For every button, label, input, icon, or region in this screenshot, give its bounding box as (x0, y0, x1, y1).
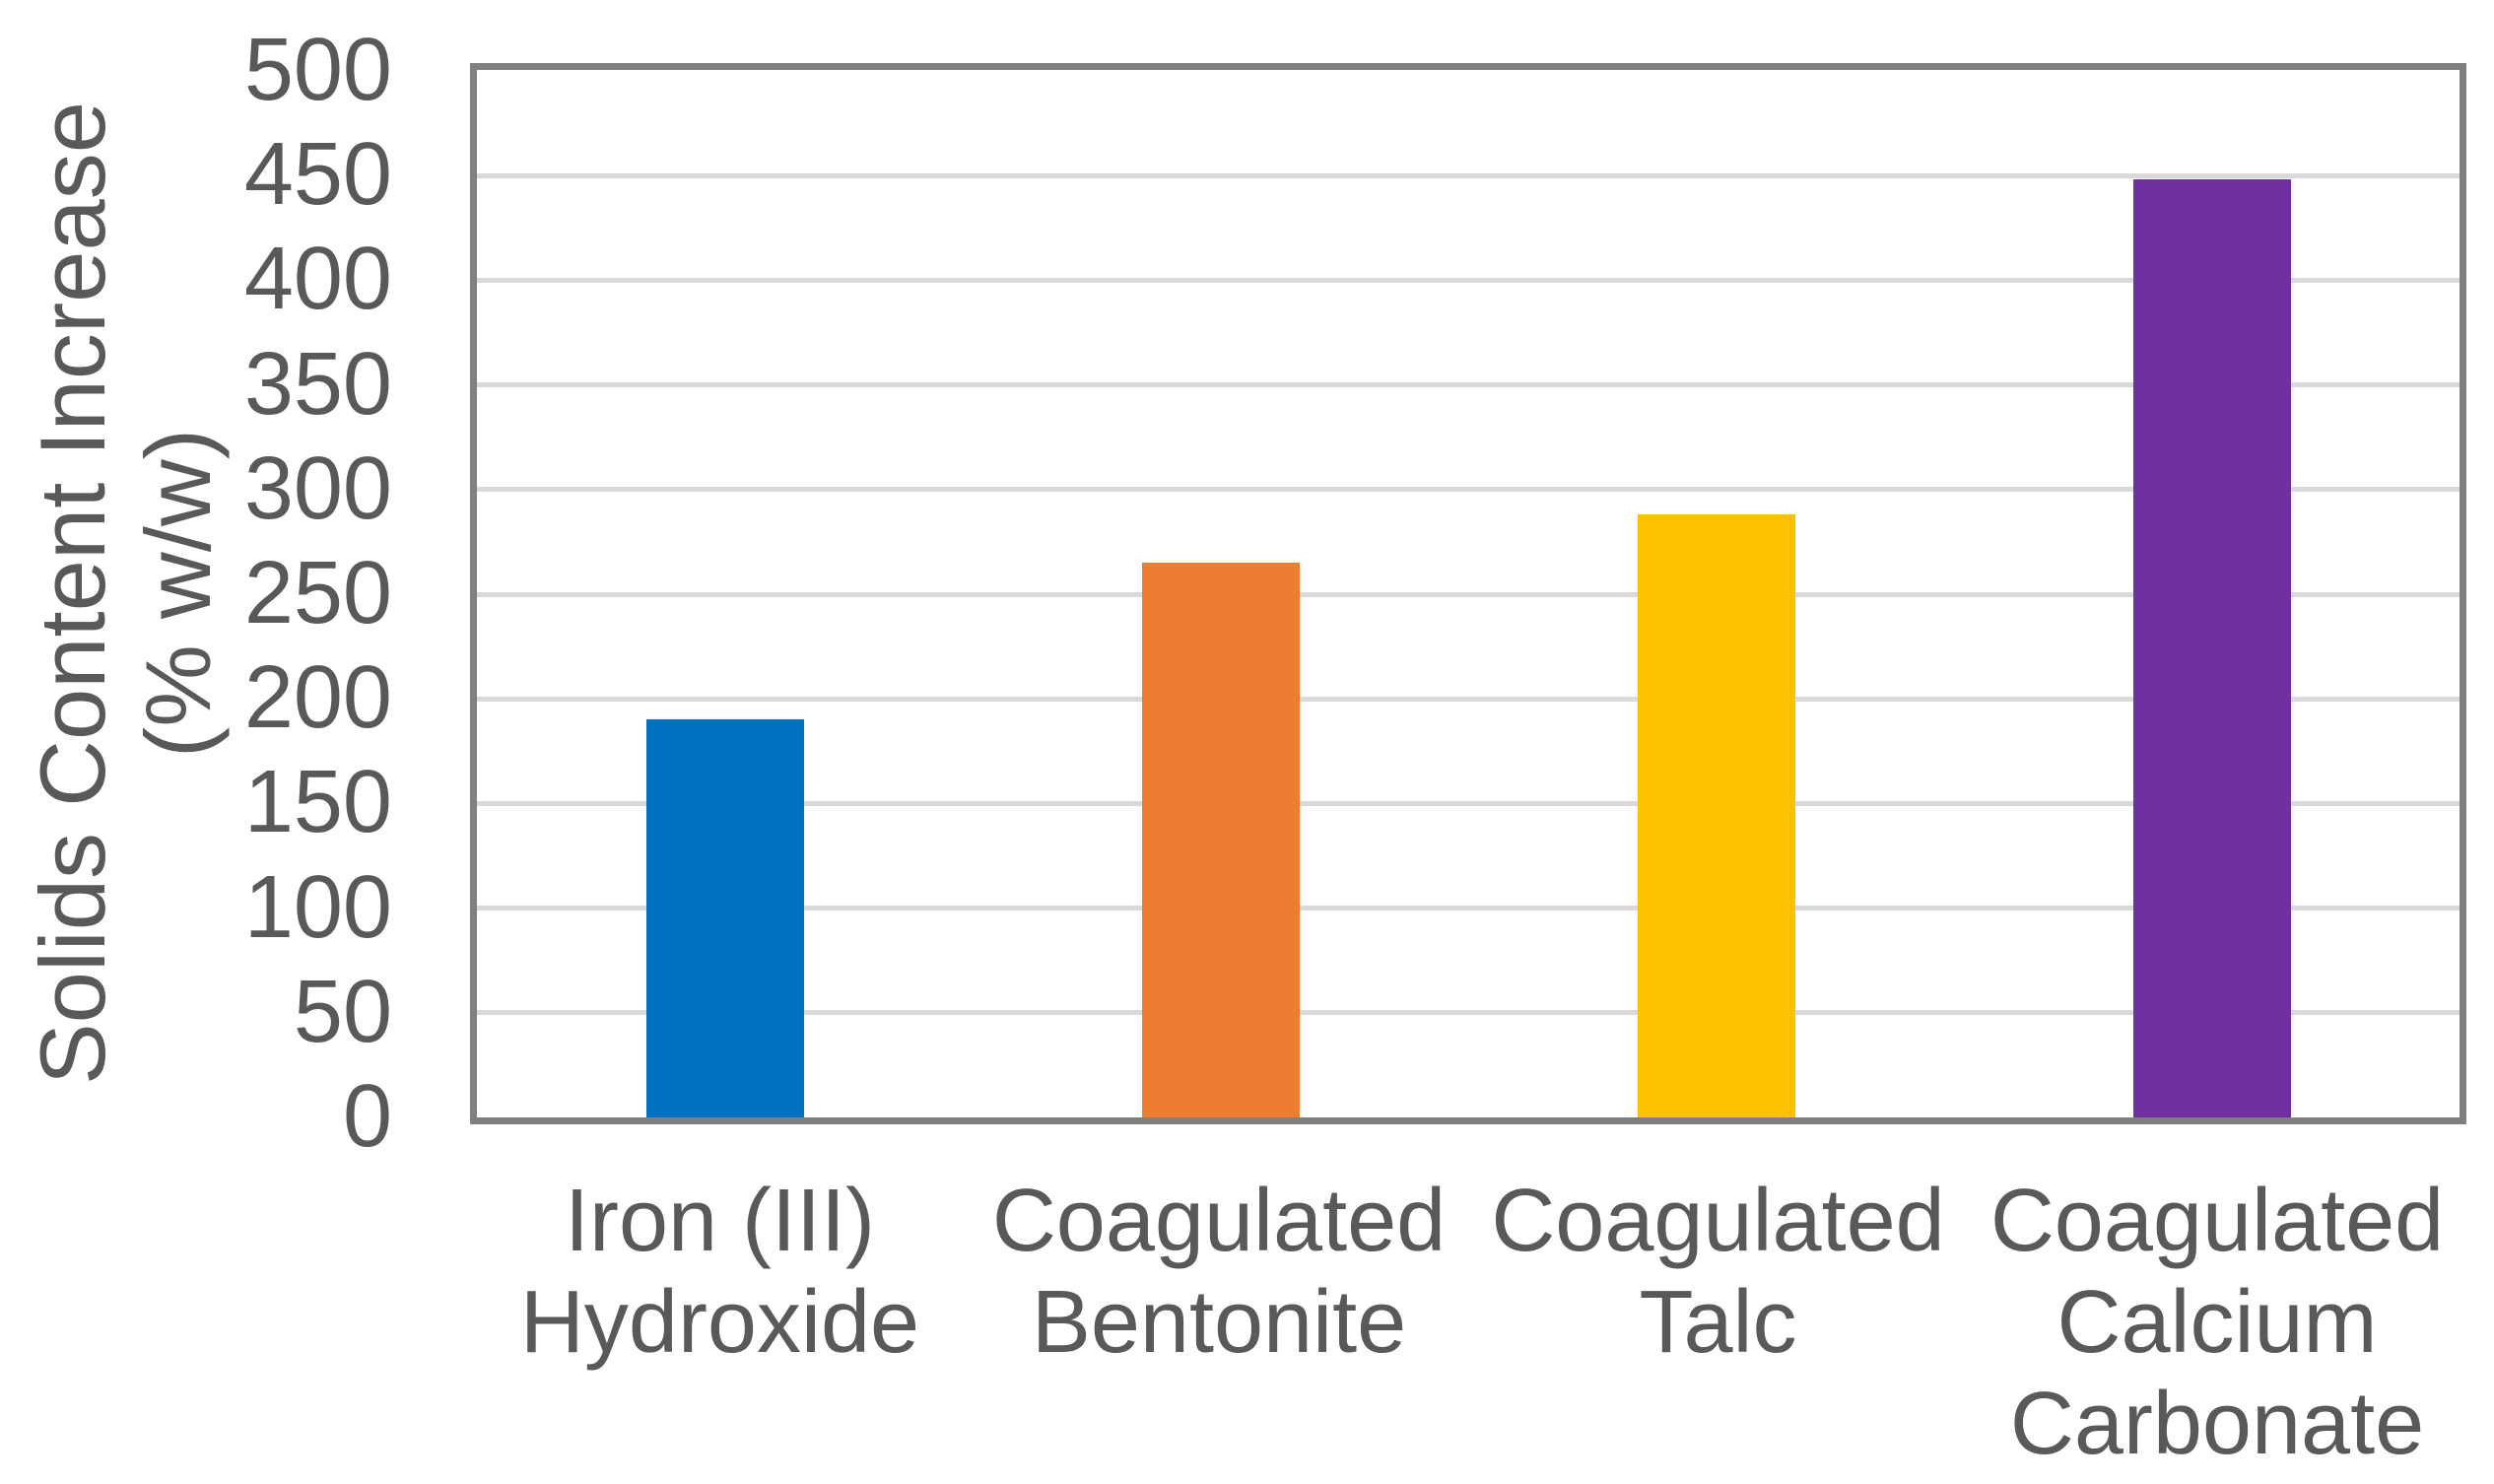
y-tick-label-0: 0 (342, 1067, 392, 1166)
x-label-coagulated-bentonite: Coagulated Bentonite (991, 1172, 1447, 1372)
gridline-400 (477, 277, 2460, 283)
y-tick-label-500: 500 (243, 21, 392, 119)
gridline-50 (477, 1010, 2460, 1016)
gridline-100 (477, 906, 2460, 911)
gridline-200 (477, 696, 2460, 702)
gridline-300 (477, 487, 2460, 493)
x-label-coagulated-calcium-carbonate: Coagulated Calcium Carbonate (1989, 1172, 2445, 1473)
y-tick-label-400: 400 (243, 230, 392, 329)
gridline-150 (477, 800, 2460, 806)
y-tick-label-300: 300 (243, 438, 392, 538)
y-tick-label-350: 350 (243, 334, 392, 434)
bar-iron-iii-hydroxide (645, 719, 804, 1117)
x-label-iron-iii-hydroxide: Iron (III) Hydroxide (519, 1172, 920, 1372)
y-tick-label-100: 100 (243, 857, 392, 957)
gridline-350 (477, 382, 2460, 388)
gridline-450 (477, 172, 2460, 178)
bar-coagulated-bentonite (1141, 563, 1300, 1117)
y-tick-label-50: 50 (293, 962, 392, 1061)
y-tick-label-200: 200 (243, 648, 392, 748)
y-tick-label-450: 450 (243, 125, 392, 225)
y-tick-label-150: 150 (243, 753, 392, 852)
gridline-250 (477, 591, 2460, 597)
y-tick-label-250: 250 (243, 544, 392, 642)
bar-coagulated-talc (1637, 514, 1795, 1117)
x-label-coagulated-talc: Coagulated Talc (1491, 1172, 1945, 1372)
bar-coagulated-calcium-carbonate (2132, 179, 2291, 1117)
plot-area (470, 63, 2466, 1124)
